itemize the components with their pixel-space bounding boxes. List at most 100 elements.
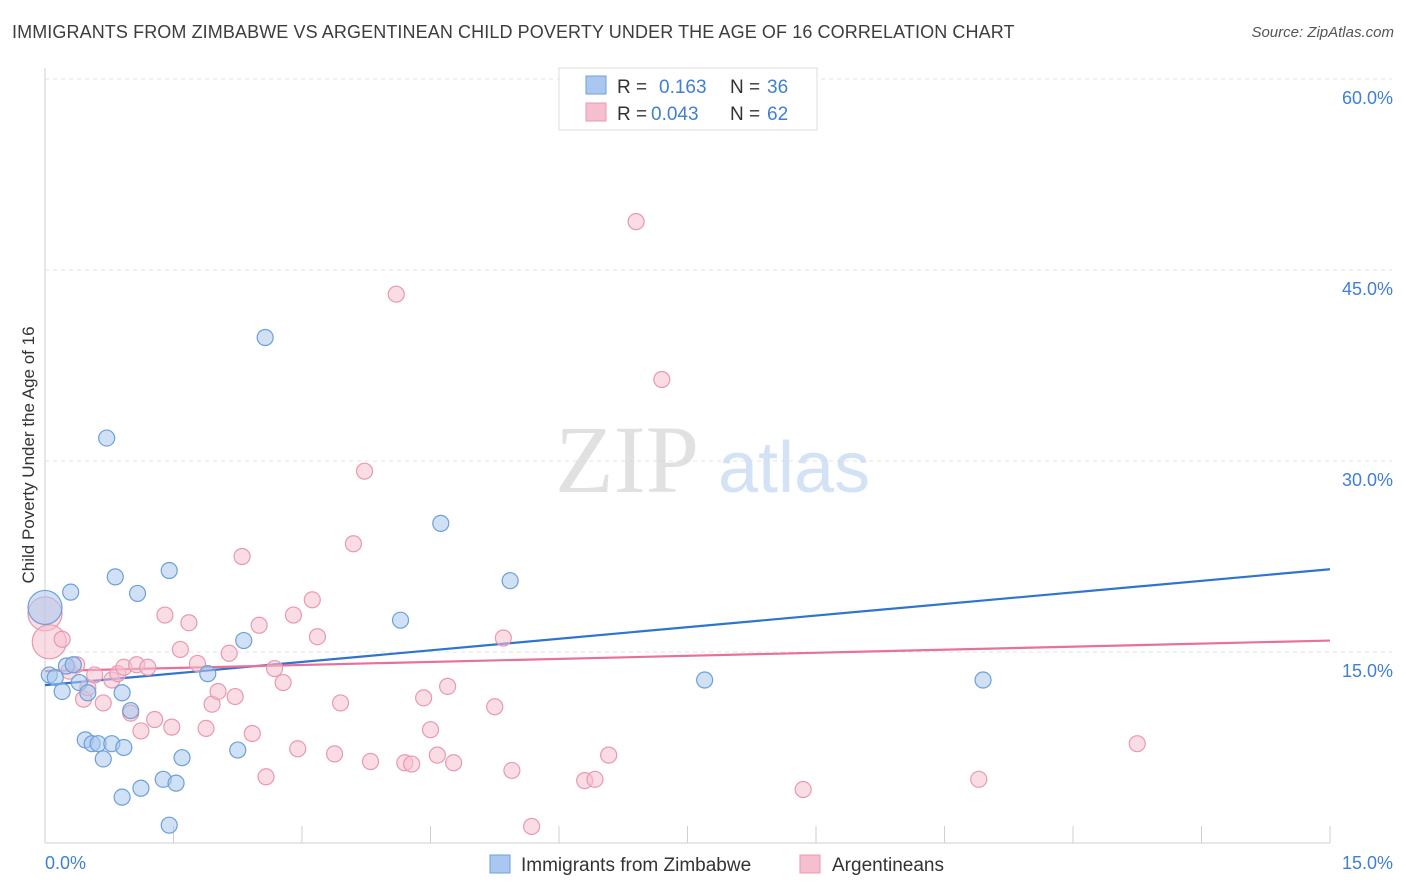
legend-swatch-blue — [585, 75, 607, 95]
argentineans-point-2 — [53, 630, 71, 648]
argentineans-point-20 — [180, 614, 198, 632]
legend-n-value-2: 62 — [767, 104, 788, 125]
argentineans-point-58 — [653, 370, 671, 389]
argentineans-point-57 — [627, 213, 645, 231]
zimbabwe-point-0 — [27, 589, 63, 626]
argentineans-point-47 — [428, 746, 446, 764]
argentineans-point-42 — [387, 285, 405, 303]
bottom-legend-swatch-blue — [489, 854, 511, 874]
argentineans-point-56 — [600, 746, 618, 764]
argentineans-point-14 — [132, 722, 150, 740]
zimbabwe-point-35 — [974, 671, 992, 689]
chart-title: IMMIGRANTS FROM ZIMBABWE VS ARGENTINEAN … — [12, 22, 1015, 42]
argentineans-point-45 — [415, 689, 433, 707]
watermark: ZIP atlas — [555, 406, 870, 513]
zimbabwe-point-16 — [113, 788, 131, 806]
argentineans-point-7 — [86, 666, 104, 684]
zimbabwe-point-15 — [106, 568, 124, 586]
zimbabwe-point-26 — [173, 749, 191, 767]
legend-n-label-1: N = — [730, 77, 760, 98]
argentineans-point-37 — [325, 745, 344, 763]
zimbabwe-point-27 — [199, 665, 217, 683]
x-tick-label-1: 15.0% — [1342, 853, 1393, 873]
argentineans-point-38 — [331, 694, 350, 712]
argentineans-point-15 — [139, 658, 157, 676]
argentineans-point-17 — [156, 606, 174, 624]
argentineans-point-52 — [503, 761, 521, 780]
zimbabwe-point-12 — [94, 750, 112, 768]
zimbabwe-point-23 — [160, 816, 178, 834]
y-axis-label: Child Poverty Under the Age of 16 — [19, 326, 38, 583]
zimbabwe-point-31 — [391, 611, 410, 629]
argentineans-point-39 — [344, 535, 362, 553]
zimbabwe-point-13 — [98, 429, 116, 447]
legend-r-label-1: R = — [617, 77, 647, 98]
argentineans-point-48 — [439, 677, 457, 695]
argentineans-point-51 — [494, 629, 512, 647]
axes — [44, 68, 1331, 844]
argentineans-point-44 — [403, 755, 421, 773]
zimbabwe-point-24 — [160, 561, 178, 580]
watermark-zip: ZIP — [555, 406, 699, 513]
zimbabwe-point-33 — [501, 572, 519, 590]
legend-r-value-2: 0.043 — [651, 104, 699, 125]
y-tick-labels: 15.0% 30.0% 45.0% 60.0% — [1342, 88, 1393, 681]
argentineans-point-53 — [522, 817, 541, 836]
argentineans-point-50 — [486, 698, 504, 716]
argentineans-point-40 — [355, 462, 374, 480]
argentineans-point-49 — [445, 754, 463, 772]
y-tick-label-0: 15.0% — [1342, 661, 1393, 681]
argentineans-point-25 — [220, 644, 238, 662]
argentineans-point-18 — [163, 718, 181, 736]
zimbabwe-point-5 — [62, 583, 80, 601]
grid-lines — [45, 78, 1392, 653]
zimbabwe-point-21 — [132, 779, 150, 797]
argentineans-point-21 — [188, 654, 207, 673]
argentineans-point-30 — [257, 768, 275, 786]
zimbabwe-point-20 — [128, 584, 147, 603]
argentineans-point-60 — [794, 780, 812, 799]
bottom-legend-swatch-pink — [799, 854, 821, 874]
legend-n-value-1: 36 — [767, 77, 788, 98]
argentineans-point-32 — [274, 673, 292, 692]
zimbabwe-point-28 — [229, 741, 247, 759]
argentineans-point-22 — [197, 719, 215, 738]
y-tick-label-3: 60.0% — [1342, 88, 1393, 108]
trend-lines — [44, 568, 1331, 687]
argentineans-point-16 — [146, 710, 164, 729]
zimbabwe-point-25 — [167, 774, 185, 792]
zimbabwe-point-3 — [53, 682, 71, 701]
zimbabwe-point-19 — [122, 701, 140, 720]
argentineans-point-62 — [1128, 735, 1146, 753]
zimbabwe-point-18 — [113, 684, 131, 702]
zimbabwe-points — [27, 328, 992, 834]
x-tick-labels: 0.0% 15.0% — [45, 853, 1393, 873]
zimbabwe-trend-line — [44, 568, 1331, 687]
zimbabwe-point-30 — [256, 328, 274, 347]
series-legend: Immigrants from Zimbabwe Argentineans — [489, 854, 944, 876]
argentineans-point-36 — [308, 628, 327, 646]
argentineans-point-61 — [970, 770, 988, 788]
argentineans-point-35 — [303, 591, 321, 609]
zimbabwe-point-2 — [46, 668, 64, 687]
y-tick-label-1: 30.0% — [1342, 470, 1393, 490]
watermark-atlas: atlas — [718, 428, 870, 508]
correlation-legend: R = 0.163 N = 36 R = 0.043 N = 62 — [558, 67, 818, 131]
argentineans-point-33 — [284, 606, 303, 624]
argentineans-point-19 — [171, 640, 189, 659]
zimbabwe-point-34 — [696, 671, 714, 689]
bottom-legend-label-zimbabwe: Immigrants from Zimbabwe — [521, 855, 751, 876]
zimbabwe-point-17 — [115, 738, 133, 757]
argentineans-point-24 — [209, 682, 227, 701]
argentineans-point-29 — [250, 616, 268, 634]
legend-n-label-2: N = — [730, 104, 760, 125]
y-tick-label-2: 45.0% — [1342, 279, 1393, 299]
argentineans-point-31 — [265, 659, 284, 678]
zimbabwe-point-9 — [79, 684, 97, 702]
argentineans-point-34 — [289, 740, 307, 758]
argentineans-point-26 — [226, 687, 244, 706]
argentineans-point-41 — [361, 752, 380, 771]
zimbabwe-point-29 — [235, 631, 253, 650]
legend-swatch-pink — [585, 102, 607, 122]
zimbabwe-point-6 — [64, 656, 82, 674]
